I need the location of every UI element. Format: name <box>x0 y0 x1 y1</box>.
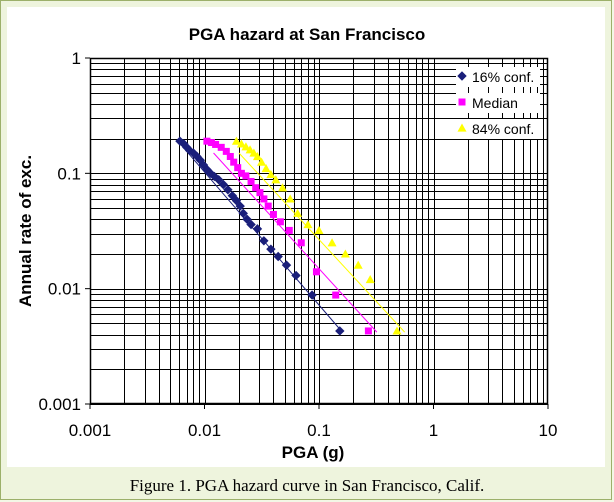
data-point <box>271 175 281 184</box>
data-point <box>266 169 276 178</box>
data-point <box>230 158 238 166</box>
data-point <box>314 225 324 235</box>
data-point <box>332 291 340 299</box>
data-point <box>227 190 238 201</box>
data-point <box>256 189 264 197</box>
legend-label: Median <box>472 95 518 111</box>
data-point <box>238 208 248 219</box>
chart-title: PGA hazard at San Francisco <box>189 25 426 44</box>
data-point <box>252 151 262 161</box>
data-point <box>217 143 225 151</box>
data-point <box>364 327 372 335</box>
data-point <box>293 208 303 217</box>
plot-border <box>89 57 549 405</box>
data-point <box>340 249 350 258</box>
x-tick-label: 0.01 <box>188 421 221 440</box>
data-point <box>226 152 234 160</box>
x-axis-label: PGA (g) <box>282 443 345 462</box>
data-point <box>266 244 276 254</box>
data-point <box>273 251 283 262</box>
x-tick-label: 1 <box>429 421 438 440</box>
data-point <box>231 195 242 206</box>
data-point <box>327 238 337 247</box>
data-point <box>247 177 255 185</box>
data-point <box>269 210 277 218</box>
data-point <box>234 164 242 172</box>
legend-label: 16% conf. <box>472 69 534 85</box>
hazard-chart: PGA hazard at San Francisco 0.001 0.01 0.1 1… <box>16 25 558 462</box>
data-point <box>241 142 251 151</box>
figure-caption: Figure 1. PGA hazard curve in San Franci… <box>129 476 485 495</box>
data-point <box>223 185 233 195</box>
data-point <box>285 226 293 234</box>
y-tick-label: 0.01 <box>48 280 81 299</box>
data-point <box>307 290 317 300</box>
x-tick-label: 0.1 <box>307 421 331 440</box>
data-point <box>281 260 292 270</box>
chart-area: PGA hazard at San Francisco 0.001 0.01 0.1 1… <box>7 7 605 467</box>
data-point <box>213 175 224 185</box>
y-tick-label: 1 <box>72 49 81 68</box>
legend-entry-bg <box>456 93 540 113</box>
y-tick-label: 0.1 <box>57 164 81 183</box>
data-point <box>297 239 305 247</box>
series-3 <box>231 136 406 335</box>
gridlines <box>90 58 548 405</box>
data-point <box>231 136 241 145</box>
data-point <box>246 219 256 230</box>
data-point <box>260 195 268 203</box>
data-point <box>353 260 363 269</box>
data-point <box>365 275 375 284</box>
data-point <box>218 179 229 190</box>
series-2 <box>203 137 378 335</box>
y-axis-label: Annual rate of exc. <box>16 155 35 307</box>
data-point <box>222 147 230 155</box>
legend-entry-bg <box>456 119 540 139</box>
data-point <box>212 140 220 148</box>
legend-entry-bg <box>456 67 540 87</box>
data-point <box>237 169 245 177</box>
data-point <box>203 137 211 145</box>
data-point <box>276 218 284 226</box>
legend-marker <box>457 123 467 132</box>
data-point <box>236 139 246 148</box>
data-point <box>259 236 269 246</box>
trendline <box>238 152 406 333</box>
y-tick-label: 0.001 <box>38 395 81 414</box>
x-tick-label: 0.001 <box>69 421 112 440</box>
legend-label: 84% conf. <box>472 121 534 137</box>
data-point <box>261 164 271 173</box>
data-point <box>252 224 263 234</box>
data-point <box>257 157 267 166</box>
data-point <box>235 201 245 211</box>
series-1 <box>175 136 345 336</box>
data-point <box>335 326 345 336</box>
data-point <box>303 220 313 229</box>
trendline <box>213 152 378 333</box>
data-point <box>285 194 295 203</box>
x-tick-label: 10 <box>539 421 558 440</box>
data-point <box>207 139 215 147</box>
legend-marker <box>458 98 466 106</box>
legend: 16% conf. Median 84% conf. <box>456 67 540 139</box>
data-point <box>242 172 250 180</box>
data-point <box>242 214 252 224</box>
data-point <box>278 183 288 192</box>
legend-marker <box>457 71 467 81</box>
data-point <box>264 202 272 210</box>
data-point <box>392 326 402 335</box>
data-point <box>291 270 301 281</box>
data-point <box>252 184 260 192</box>
data-point <box>312 268 320 276</box>
